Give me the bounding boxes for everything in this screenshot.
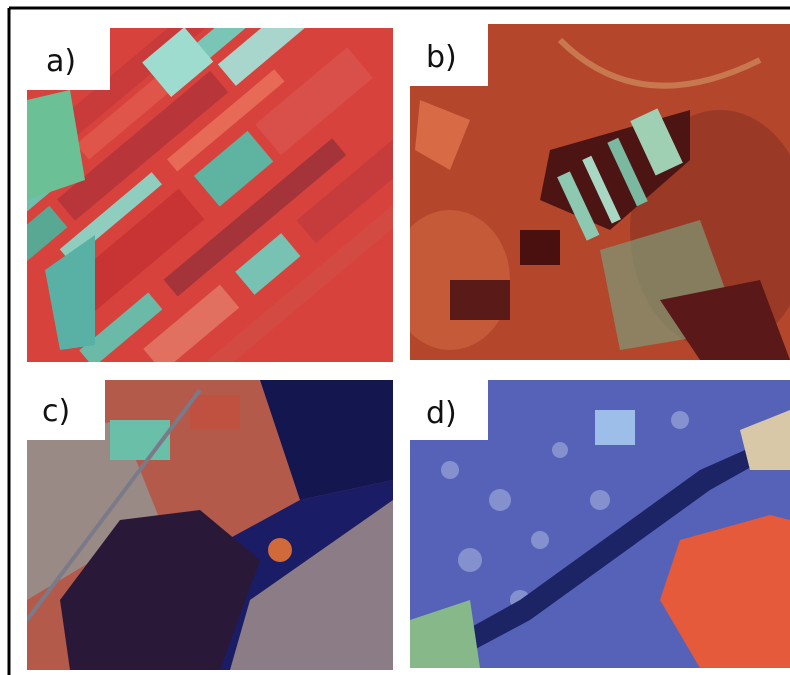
page: a) b) c)	[0, 0, 790, 675]
figure: a) b) c)	[0, 0, 790, 675]
panel-label: d)	[426, 396, 457, 431]
panel-label: b)	[426, 40, 457, 75]
panel-label: a)	[46, 44, 76, 79]
panel-label: c)	[42, 394, 70, 429]
